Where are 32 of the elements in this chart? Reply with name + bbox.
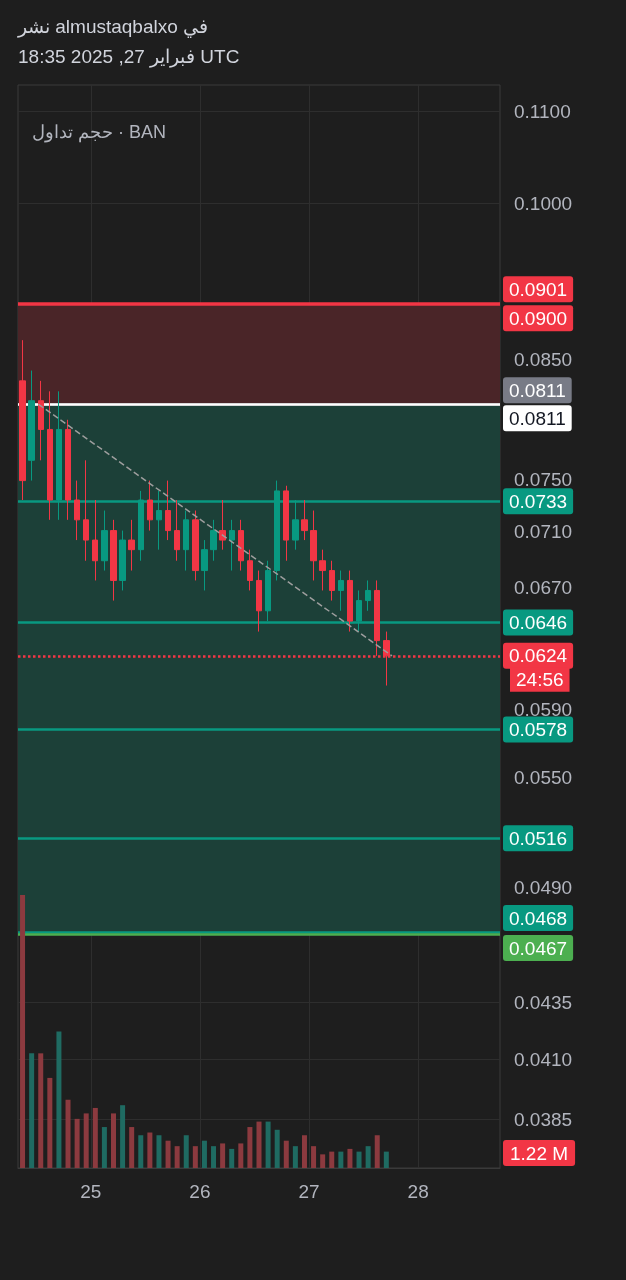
ref-line-label: 0.0624	[509, 645, 568, 667]
y-tick-label: 0.1000	[514, 192, 573, 214]
ref-line-label: 0.0467	[509, 937, 568, 959]
x-tick-label: 28	[407, 1181, 429, 1202]
ref-line-label: 0.0468	[509, 907, 568, 929]
ref-line-label: 0.0516	[509, 827, 568, 849]
y-tick-label: 0.0435	[514, 991, 573, 1013]
ref-line-label: 0.0901	[509, 278, 568, 300]
y-tick-label: 0.0410	[514, 1048, 573, 1070]
text: 24:56	[516, 668, 564, 690]
y-tick-label: 0.0670	[514, 577, 573, 599]
chart-title: نشر almustaqbalxo في	[18, 15, 210, 40]
x-tick-label: 25	[80, 1181, 102, 1202]
y-tick-label: 0.0710	[514, 521, 573, 543]
y-tick-label: 0.0385	[514, 1108, 573, 1130]
ref-line-label: 0.0900	[509, 307, 568, 329]
annotation: حجم تداول · BAN	[32, 122, 167, 143]
y-tick-label: 0.0750	[514, 468, 573, 490]
y-tick-label: 0.0550	[514, 766, 573, 788]
y-tick-label: 0.1100	[514, 101, 571, 123]
y-tick-label: 0.0590	[514, 699, 573, 721]
ref-line-label: 0.0646	[509, 612, 568, 634]
y-tick-label: 0.0490	[514, 877, 573, 899]
ref-line-label: 0.0733	[509, 490, 568, 512]
chart-subtitle: فبراير 27, 2025 18:35 UTC	[18, 45, 240, 70]
text: 1.22 M	[510, 1143, 569, 1164]
x-tick-label: 26	[189, 1181, 211, 1202]
y-tick-label: 0.0850	[514, 348, 573, 370]
x-tick-label: 27	[298, 1181, 320, 1202]
ref-line-label: 0.0811	[509, 379, 566, 401]
ref-line-label: 0.0578	[509, 718, 568, 740]
ref-line-label: 0.0811	[509, 407, 566, 429]
